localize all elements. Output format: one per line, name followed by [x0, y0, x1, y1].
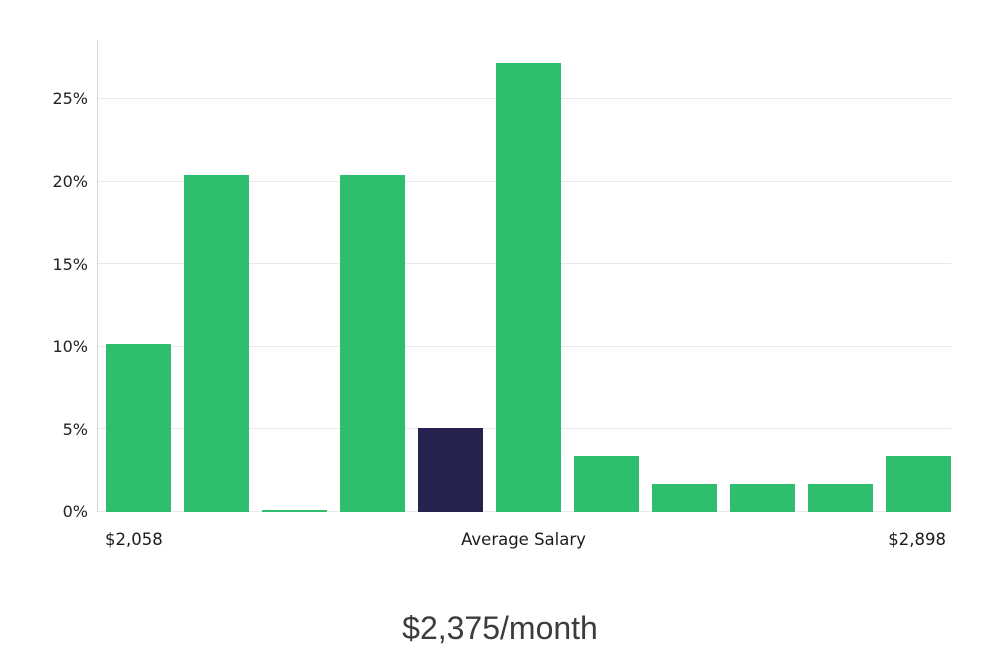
histogram-bar — [886, 455, 951, 512]
histogram-bar — [730, 483, 795, 512]
x-axis: $2,058 Average Salary $2,898 — [97, 530, 950, 554]
y-tick-label: 5% — [62, 419, 88, 439]
x-label-min-salary: $2,058 — [105, 530, 163, 549]
histogram-bar — [652, 483, 717, 512]
histogram-bar — [106, 343, 171, 512]
y-tick-label: 0% — [62, 502, 88, 522]
histogram-bar — [340, 175, 405, 512]
y-axis: 0% 5% 10% 15% 20% 25% — [0, 40, 88, 520]
histogram-bar — [808, 483, 873, 512]
x-label-max-salary: $2,898 — [888, 530, 946, 549]
average-salary-value: $2,375/month — [402, 610, 598, 646]
average-salary-bar — [418, 427, 483, 512]
histogram-bar — [262, 510, 327, 512]
histogram-bar — [184, 175, 249, 512]
histogram-bar — [574, 455, 639, 512]
y-tick-label: 15% — [52, 254, 88, 274]
histogram-bar — [496, 62, 561, 512]
y-tick-label: 20% — [52, 171, 88, 191]
x-label-average-salary: Average Salary — [461, 530, 586, 549]
y-tick-label: 10% — [52, 337, 88, 357]
y-tick-label: 25% — [52, 89, 88, 109]
plot-area — [97, 40, 951, 512]
